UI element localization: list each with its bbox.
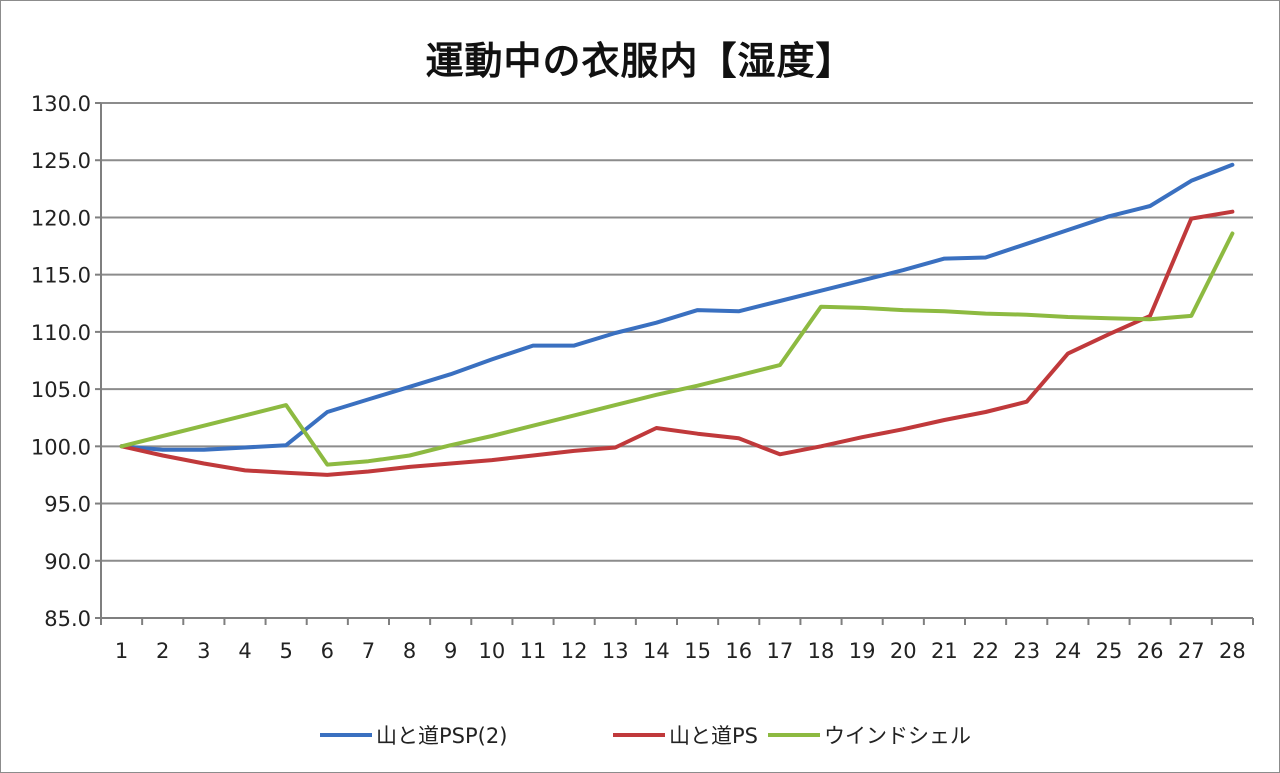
x-tick-label: 4 [238, 639, 251, 663]
y-tick-label: 95.0 [44, 493, 91, 517]
x-tick-label: 6 [321, 639, 334, 663]
x-tick-label: 15 [684, 639, 711, 663]
y-tick-label: 100.0 [31, 435, 91, 459]
y-tick-label: 125.0 [31, 149, 91, 173]
x-tick-label: 2 [156, 639, 169, 663]
x-tick-label: 13 [602, 639, 629, 663]
x-tick-label: 21 [931, 639, 958, 663]
x-tick-label: 5 [279, 639, 292, 663]
x-tick-label: 27 [1178, 639, 1205, 663]
x-axis-tick-labels: 1 2 3 4 5 6 7 8 9 10 11 12 13 14 15 16 17 18 19 20 21 22 23 24 2… [115, 639, 1246, 663]
x-tick-label: 16 [725, 639, 752, 663]
legend-label: 山と道PSP(2) [376, 724, 507, 748]
x-tick-label: 18 [808, 639, 835, 663]
x-axis [100, 103, 1254, 625]
x-tick-label: 28 [1219, 639, 1246, 663]
x-tick-label: 22 [972, 639, 999, 663]
legend-label: ウインドシェル [824, 724, 971, 748]
series-lines [119, 162, 1235, 477]
x-tick-label: 1 [115, 639, 128, 663]
y-tick-label: 110.0 [31, 321, 91, 345]
x-tick-label: 10 [478, 639, 505, 663]
x-tick-label: 25 [1096, 639, 1123, 663]
y-tick-label: 120.0 [31, 206, 91, 230]
x-tick-label: 7 [362, 639, 375, 663]
y-tick-label: 85.0 [44, 607, 91, 631]
y-axis-tick-labels: 85.0 90.0 95.0 100.0 105.0 110.0 115.0 120.0 125… [31, 92, 91, 631]
x-tick-label: 20 [890, 639, 917, 663]
legend-label: 山と道PS [669, 724, 758, 748]
x-tick-label: 17 [766, 639, 793, 663]
x-tick-label: 19 [849, 639, 876, 663]
series-line [119, 209, 1235, 477]
x-tick-label: 14 [643, 639, 670, 663]
chart-title: 運動中の衣服内【湿度】 [425, 39, 855, 83]
x-tick-label: 24 [1054, 639, 1081, 663]
y-tick-label: 130.0 [31, 92, 91, 116]
x-tick-label: 8 [403, 639, 416, 663]
x-tick-label: 26 [1137, 639, 1164, 663]
legend: 山と道PSP(2) 山と道PS ウインドシェル [320, 724, 971, 748]
y-tick-label: 115.0 [31, 264, 91, 288]
gridlines [95, 102, 1253, 619]
x-tick-label: 23 [1013, 639, 1040, 663]
series-line [119, 162, 1235, 452]
y-tick-label: 105.0 [31, 378, 91, 402]
x-tick-label: 9 [444, 639, 457, 663]
x-tick-label: 3 [197, 639, 210, 663]
x-tick-label: 12 [561, 639, 588, 663]
series-line [119, 231, 1235, 467]
x-tick-label: 11 [520, 639, 547, 663]
y-tick-label: 90.0 [44, 550, 91, 574]
